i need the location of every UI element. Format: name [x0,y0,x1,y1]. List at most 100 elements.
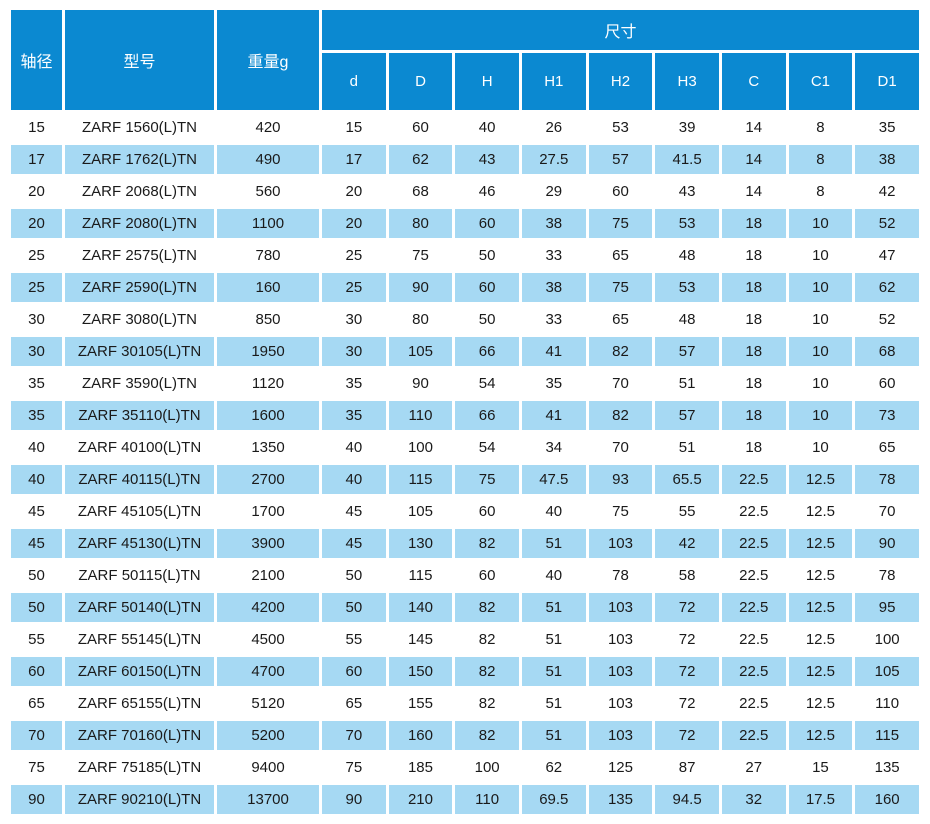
dimension-cell: 60 [455,497,519,526]
dimension-cell: 41.5 [655,145,719,174]
shaft-diameter-cell: 35 [11,369,62,398]
dimension-cell: 53 [655,273,719,302]
dimension-cell: 25 [322,241,386,270]
dimension-cell: 55 [655,497,719,526]
dimension-cell: 78 [855,561,919,590]
dimension-cell: 94.5 [655,785,719,814]
dimension-cell: 48 [655,305,719,334]
dimension-cell: 115 [388,465,453,494]
dimension-cell: 48 [655,241,719,270]
column-header-dim-d: d [322,53,386,110]
dimension-cell: 103 [588,593,653,622]
dimension-cell: 14 [721,177,786,206]
dimension-cell: 18 [721,209,786,238]
table-header: 轴径 型号 重量g 尺寸 d D H H1 H2 H3 C C1 D1 [11,10,919,110]
weight-cell: 4500 [217,625,319,654]
table-row: 25 ZARF 2590(L)TN 160 25 90 60 38 75 53 18 10 62 [11,273,919,302]
dimension-cell: 29 [521,177,586,206]
dimension-cell: 47.5 [521,465,586,494]
dimension-cell: 20 [322,177,386,206]
table-row: 65 ZARF 65155(L)TN 5120 65 155 82 51 103 72 22.5 1… [11,689,919,718]
dimension-cell: 18 [721,241,786,270]
dimension-cell: 75 [588,273,653,302]
dimension-cell: 12.5 [788,465,853,494]
dimension-cell: 70 [588,433,653,462]
dimension-cell: 70 [322,721,386,750]
table-row: 75 ZARF 75185(L)TN 9400 75 185 100 62 125 87 27 15… [11,753,919,782]
bearing-spec-table: 轴径 型号 重量g 尺寸 d D H H1 H2 H3 C C1 D1 15 ZARF 1560(… [8,7,922,817]
weight-cell: 850 [217,305,319,334]
dimension-cell: 103 [588,529,653,558]
weight-cell: 4200 [217,593,319,622]
model-cell: ZARF 35110(L)TN [65,401,214,430]
table-row: 90 ZARF 90210(L)TN 13700 90 210 110 69.5 135 94.… [11,785,919,814]
dimension-cell: 33 [521,305,586,334]
dimension-cell: 62 [521,753,586,782]
model-cell: ZARF 40115(L)TN [65,465,214,494]
dimension-cell: 72 [655,625,719,654]
dimension-cell: 43 [455,145,519,174]
weight-cell: 780 [217,241,319,270]
dimension-cell: 8 [788,113,853,142]
shaft-diameter-cell: 30 [11,337,62,366]
dimension-cell: 10 [788,305,853,334]
dimension-cell: 57 [655,401,719,430]
dimension-cell: 90 [322,785,386,814]
dimension-cell: 53 [588,113,653,142]
dimension-cell: 65 [855,433,919,462]
table-row: 70 ZARF 70160(L)TN 5200 70 160 82 51 103 72 22.5 1… [11,721,919,750]
column-header-dim-h: H [455,53,519,110]
dimension-cell: 82 [455,689,519,718]
dimension-cell: 27 [721,753,786,782]
model-cell: ZARF 3590(L)TN [65,369,214,398]
weight-cell: 160 [217,273,319,302]
table-row: 30 ZARF 30105(L)TN 1950 30 105 66 41 82 57 18 10 68 [11,337,919,366]
dimension-cell: 82 [455,657,519,686]
dimension-cell: 145 [388,625,453,654]
model-cell: ZARF 75185(L)TN [65,753,214,782]
dimension-cell: 34 [521,433,586,462]
table-row: 40 ZARF 40100(L)TN 1350 40 100 54 34 70 51 18 10 65 [11,433,919,462]
dimension-cell: 30 [322,337,386,366]
dimension-cell: 51 [655,369,719,398]
dimension-cell: 125 [588,753,653,782]
dimension-cell: 72 [655,657,719,686]
table-row: 17 ZARF 1762(L)TN 490 17 62 43 27.5 57 41.5 14 8 38 [11,145,919,174]
dimension-cell: 155 [388,689,453,718]
dimension-cell: 70 [855,497,919,526]
dimension-cell: 45 [322,529,386,558]
table-row: 35 ZARF 3590(L)TN 1120 35 90 54 35 70 51 18 10 60 [11,369,919,398]
dimension-cell: 22.5 [721,465,786,494]
dimension-cell: 82 [455,593,519,622]
shaft-diameter-cell: 17 [11,145,62,174]
dimension-cell: 33 [521,241,586,270]
dimension-cell: 12.5 [788,657,853,686]
model-cell: ZARF 2080(L)TN [65,209,214,238]
dimension-cell: 75 [388,241,453,270]
dimension-cell: 90 [388,273,453,302]
dimension-cell: 72 [655,689,719,718]
dimension-cell: 80 [388,209,453,238]
dimension-cell: 51 [521,721,586,750]
dimension-cell: 51 [521,529,586,558]
table-row: 55 ZARF 55145(L)TN 4500 55 145 82 51 103 72 22.5 1… [11,625,919,654]
dimension-cell: 52 [855,209,919,238]
dimension-cell: 82 [588,401,653,430]
dimension-cell: 12.5 [788,625,853,654]
dimension-cell: 22.5 [721,689,786,718]
dimension-cell: 93 [588,465,653,494]
dimension-cell: 42 [655,529,719,558]
shaft-diameter-cell: 90 [11,785,62,814]
model-cell: ZARF 2068(L)TN [65,177,214,206]
shaft-diameter-cell: 45 [11,497,62,526]
weight-cell: 2100 [217,561,319,590]
column-header-dim-h2: H2 [588,53,653,110]
dimension-cell: 47 [855,241,919,270]
shaft-diameter-cell: 55 [11,625,62,654]
dimension-cell: 51 [521,625,586,654]
model-cell: ZARF 45130(L)TN [65,529,214,558]
dimension-cell: 43 [655,177,719,206]
dimension-cell: 12.5 [788,689,853,718]
dimension-cell: 75 [322,753,386,782]
dimension-cell: 22.5 [721,721,786,750]
